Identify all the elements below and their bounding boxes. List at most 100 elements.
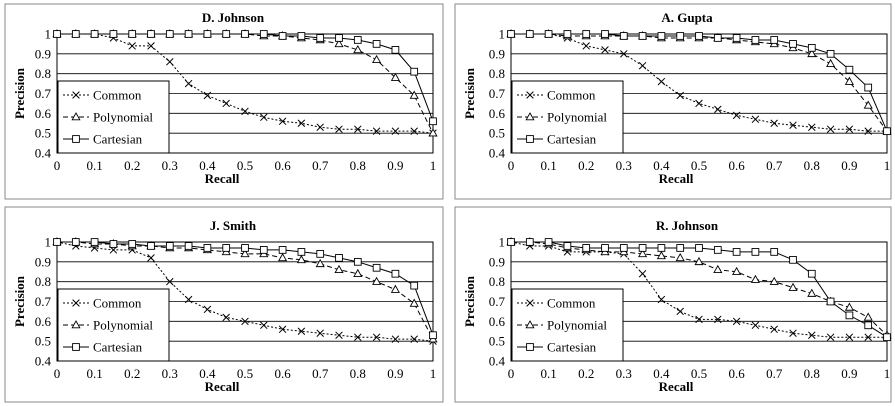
data-point-common [372,127,381,135]
data-point-cartesian [807,44,816,52]
chart-title: D. Johnson [202,10,265,25]
legend-marker [72,299,80,307]
x-tick-label: 0.6 [728,366,745,381]
data-point-common [278,117,287,126]
data-point-polynomial [278,252,288,262]
data-point-cartesian [864,321,873,330]
legend-marker [526,343,534,351]
x-tick-label: 0.3 [162,366,178,381]
data-point-common [335,331,343,339]
data-point-cartesian [657,32,666,40]
data-point-cartesian [90,30,99,38]
data-point-cartesian [544,30,553,38]
data-point-cartesian [826,49,835,58]
data-point-cartesian [544,238,553,246]
data-point-cartesian [71,30,80,38]
legend-label: Polynomial [93,110,153,125]
data-point-cartesian [353,36,362,44]
data-point-cartesian [259,30,268,38]
data-point-common [770,119,778,128]
legend-marker [526,91,534,99]
data-point-common [714,105,722,114]
data-point-cartesian [864,83,873,92]
data-point-polynomial [296,254,306,264]
x-tick-label: 0.6 [274,366,291,381]
data-point-cartesian [429,117,437,126]
legend-marker [72,135,80,143]
data-point-cartesian [563,30,572,38]
data-point-common [128,42,136,50]
x-tick-label: 0.5 [237,158,253,173]
y-tick-label: 1 [499,235,506,250]
y-tick-label: 0.4 [35,354,52,369]
data-point-cartesian [695,244,703,252]
data-point-cartesian [883,127,891,136]
data-point-common [410,335,418,343]
data-point-cartesian [789,40,797,48]
data-point-polynomial [732,266,742,275]
data-point-common [222,313,230,322]
y-tick-label: 0.9 [489,254,505,269]
data-point-common [582,42,590,50]
data-point-polynomial [826,58,836,67]
data-point-common [826,125,835,133]
chart-panel: 0.4 0.5 0.6 0.7 0.8 0.9 1 0 0.1 0.2 0.3 0.4 0.5 0.6 0.… [4,206,444,403]
data-point-common [864,127,872,135]
data-point-common [638,269,647,278]
data-point-polynomial [372,276,382,285]
y-tick-label: 0.6 [35,314,52,329]
y-tick-label: 0.8 [35,66,51,81]
x-tick-label: 0.6 [274,158,291,173]
data-point-cartesian [165,242,174,250]
data-point-cartesian [713,246,722,254]
data-point-cartesian [278,246,287,254]
data-point-cartesian [601,244,609,252]
data-point-polynomial [409,298,419,307]
x-tick-label: 0.7 [766,366,783,381]
data-point-cartesian [619,32,628,40]
legend-label: Polynomial [547,318,607,333]
x-tick-label: 0.4 [199,366,216,381]
x-tick-label: 0.5 [691,158,707,173]
data-point-common [826,333,835,341]
data-point-cartesian [372,263,381,272]
y-tick-label: 0.4 [35,146,52,161]
legend-label: Cartesian [93,132,143,147]
data-point-cartesian [751,36,760,44]
x-tick-label: 0.5 [691,366,707,381]
x-tick-label: 0.3 [616,158,632,173]
legend: Common Polynomial Cartesian [511,80,624,154]
data-point-cartesian [638,32,647,40]
legend-marker [71,320,81,329]
data-point-polynomial [750,274,760,283]
data-point-polynomial [315,258,325,268]
data-point-polynomial [694,256,704,266]
data-point-cartesian [507,30,515,38]
y-tick-label: 1 [45,235,52,250]
data-point-polynomial [844,76,854,85]
legend-marker [525,320,535,329]
data-point-cartesian [128,30,137,38]
y-tick-label: 0.9 [35,254,51,269]
data-point-common [638,61,647,70]
data-point-cartesian [638,244,647,252]
data-point-common [732,111,741,120]
x-axis-label: Recall [205,171,240,186]
data-point-common [714,315,722,324]
data-point-common [335,125,343,133]
data-point-common [770,325,778,334]
data-point-common [845,333,854,341]
data-point-common [695,99,703,108]
x-tick-label: 0.9 [841,366,857,381]
x-tick-label: 0.2 [124,158,140,173]
data-point-cartesian [203,30,212,38]
legend-label: Common [93,296,142,311]
data-point-common [732,317,741,326]
data-point-cartesian [563,242,572,250]
x-tick-label: 0.4 [199,158,216,173]
y-tick-label: 1 [45,27,52,42]
legend-label: Cartesian [547,132,597,147]
chart-panel: 0.4 0.5 0.6 0.7 0.8 0.9 1 0 0.1 0.2 0.3 0.4 0.5 0.6 0.… [4,3,444,200]
data-point-cartesian [184,30,193,38]
data-point-cartesian [353,257,362,266]
